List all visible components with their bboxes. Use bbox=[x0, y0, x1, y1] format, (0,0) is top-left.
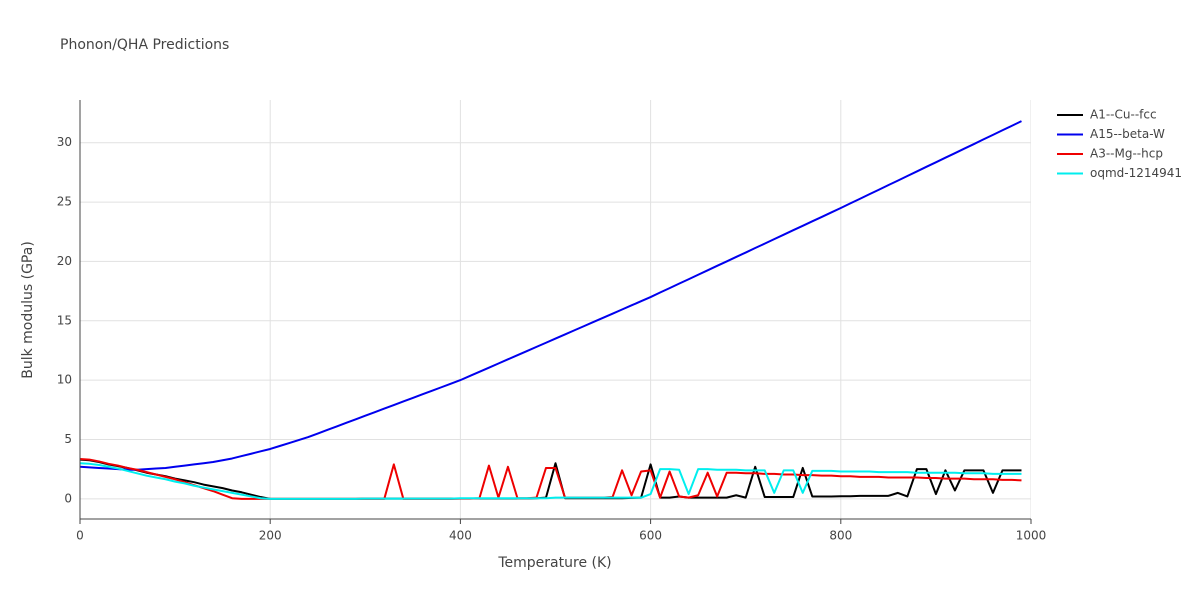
y-tick-label: 25 bbox=[57, 195, 72, 209]
series-line bbox=[80, 462, 1022, 500]
x-tick-label: 600 bbox=[639, 529, 662, 543]
chart-title: Phonon/QHA Predictions bbox=[60, 37, 229, 53]
x-tick-label: 1000 bbox=[1016, 529, 1047, 543]
x-tick-label: 200 bbox=[259, 529, 282, 543]
x-axis-label: Temperature (K) bbox=[497, 555, 611, 571]
legend-label: A3--Mg--hcp bbox=[1090, 147, 1163, 161]
y-tick-label: 15 bbox=[57, 313, 72, 327]
y-tick-label: 0 bbox=[64, 491, 72, 505]
series-line bbox=[80, 458, 1022, 500]
legend-label: A1--Cu--fcc bbox=[1090, 108, 1157, 122]
legend-label: A15--beta-W bbox=[1090, 127, 1165, 141]
x-tick-label: 0 bbox=[76, 529, 84, 543]
y-tick-label: 10 bbox=[57, 373, 72, 387]
y-axis-label: Bulk modulus (GPa) bbox=[20, 241, 36, 379]
y-tick-label: 5 bbox=[64, 432, 72, 446]
plot-area bbox=[80, 100, 1031, 519]
y-tick-label: 30 bbox=[57, 135, 72, 149]
series-line bbox=[80, 458, 1022, 500]
legend-label: oqmd-1214941 bbox=[1090, 166, 1182, 180]
series-line bbox=[80, 120, 1022, 471]
y-tick-label: 20 bbox=[57, 254, 72, 268]
x-tick-label: 400 bbox=[449, 529, 472, 543]
x-tick-label: 800 bbox=[829, 529, 852, 543]
